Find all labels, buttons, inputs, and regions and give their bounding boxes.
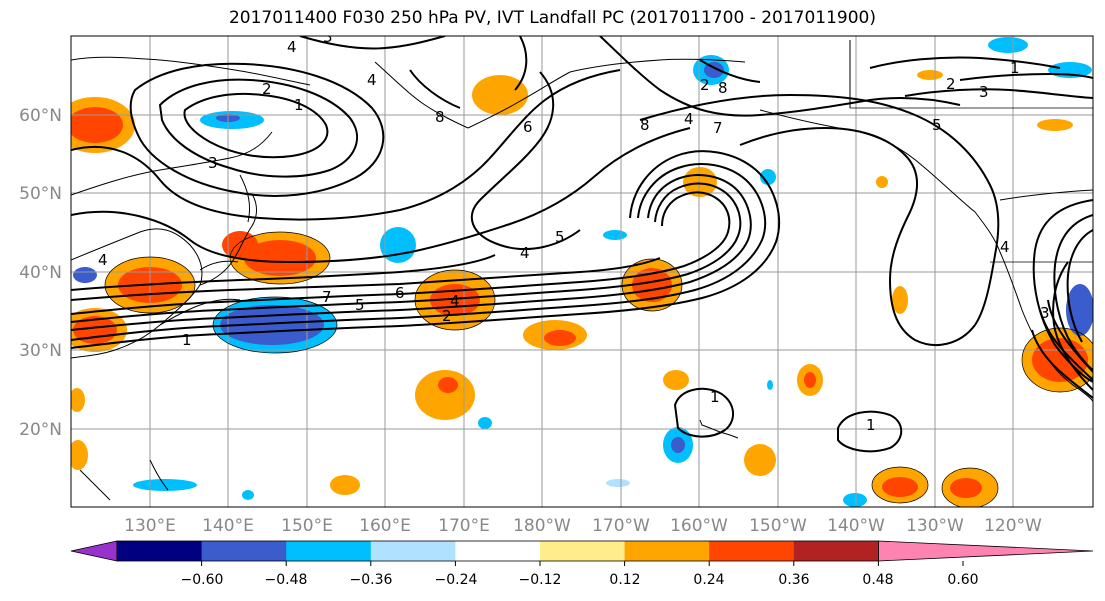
contour-label: 4 <box>684 110 694 128</box>
contour-label: 4 <box>287 38 297 56</box>
contour-label: 4 <box>520 244 530 262</box>
lon-label-160w: 160°W <box>670 516 728 536</box>
colorbar-segment <box>286 541 372 561</box>
contour-label: 4 <box>1000 238 1010 256</box>
latitude-labels: 60°N 50°N 40°N 30°N 20°N <box>19 106 62 440</box>
contour-label: 1 <box>1010 59 1020 77</box>
contour-label: 6 <box>523 118 533 136</box>
contour-label: 7 <box>713 119 723 137</box>
colorbar-segment <box>793 541 879 561</box>
contour-label: 2 <box>442 307 452 325</box>
contour-label: 5 <box>555 228 565 246</box>
lon-label-120w: 120°W <box>984 516 1042 536</box>
colorbar-tick-label: 0.12 <box>609 572 640 588</box>
lat-label-20n: 20°N <box>19 420 62 440</box>
lat-label-40n: 40°N <box>19 263 62 283</box>
lon-label-150w: 150°W <box>749 516 807 536</box>
colorbar-outline <box>116 540 879 562</box>
lat-label-60n: 60°N <box>19 106 62 126</box>
contour-label: 8 <box>718 79 728 97</box>
colorbar-segments <box>70 540 1094 562</box>
colorbar-segment <box>370 541 456 561</box>
colorbar-tick-label: −0.60 <box>181 572 224 588</box>
colorbar-segment <box>709 541 795 561</box>
contour-label: 4 <box>367 71 377 89</box>
colorbar: −0.60 −0.48 −0.36 −0.24 −0.12 0.12 0.24 … <box>70 540 1094 588</box>
colorbar-tick-label: −0.12 <box>519 572 562 588</box>
colorbar-extend-min <box>70 540 118 562</box>
colorbar-tick-label: 0.36 <box>778 572 809 588</box>
lon-label-170e: 170°E <box>438 516 490 536</box>
colorbar-tick-label: 0.60 <box>947 572 978 588</box>
colorbar-segment <box>455 541 541 561</box>
contour-label: 3 <box>208 154 218 172</box>
colorbar-segment <box>624 541 710 561</box>
map-gridlines <box>71 36 1093 507</box>
colorbar-tick-label: −0.36 <box>350 572 393 588</box>
colorbar-tick-label: −0.48 <box>265 572 308 588</box>
contour-label: 1 <box>710 388 720 406</box>
contour-label: 4 <box>98 251 108 269</box>
contour-label: 8 <box>435 108 445 126</box>
lon-label-140w: 140°W <box>827 516 885 536</box>
contour-label: 5 <box>355 296 365 314</box>
colorbar-tick-label: 0.24 <box>693 572 724 588</box>
lon-label-130w: 130°W <box>906 516 964 536</box>
colorbar-ticks <box>201 561 964 566</box>
contour-labels: 4 3 2 1 4 4 8 3 6 8 4 7 8 2 3 1 5 4 5 6 … <box>98 28 1050 434</box>
lon-label-140e: 140°E <box>202 516 254 536</box>
colorbar-tick-labels: −0.60 −0.48 −0.36 −0.24 −0.12 0.12 0.24 … <box>181 572 979 588</box>
colorbar-segment <box>117 541 203 561</box>
colorbar-extend-max <box>878 540 1094 562</box>
lon-label-150e: 150°E <box>281 516 333 536</box>
anomaly-outlines <box>104 231 1093 507</box>
lon-label-130e: 130°E <box>124 516 176 536</box>
lon-label-160e: 160°E <box>359 516 411 536</box>
colorbar-segment <box>201 541 287 561</box>
longitude-labels: 130°E 140°E 150°E 160°E 170°E 180°W 170°… <box>124 516 1042 536</box>
contour-label: 1 <box>182 331 192 349</box>
contour-label: 3 <box>979 83 989 101</box>
contour-label: 3 <box>323 28 333 46</box>
contour-label: 1 <box>294 96 304 114</box>
contour-label: 2 <box>700 76 710 94</box>
pv-contours <box>71 36 1093 453</box>
contour-label: 4 <box>450 292 460 310</box>
lon-label-180w: 180°W <box>513 516 571 536</box>
contour-label: 2 <box>946 75 956 93</box>
colorbar-tick-label: −0.24 <box>435 572 478 588</box>
map-title: 2017011400 F030 250 hPa PV, IVT Landfall… <box>228 8 876 28</box>
lat-label-50n: 50°N <box>19 184 62 204</box>
contour-label: 5 <box>932 116 942 134</box>
contour-label: 3 <box>1040 304 1050 322</box>
contour-label: 7 <box>322 288 332 306</box>
ivt-negative-anomalies <box>73 37 1093 507</box>
colorbar-segment <box>540 541 626 561</box>
colorbar-tick-label: 0.48 <box>862 572 893 588</box>
contour-label: 2 <box>262 80 272 98</box>
lon-label-170w: 170°W <box>592 516 650 536</box>
contour-label: 8 <box>640 116 650 134</box>
contour-label: 6 <box>395 284 405 302</box>
lat-label-30n: 30°N <box>19 341 62 361</box>
map-frame <box>70 35 1094 508</box>
contour-label: 1 <box>866 416 876 434</box>
